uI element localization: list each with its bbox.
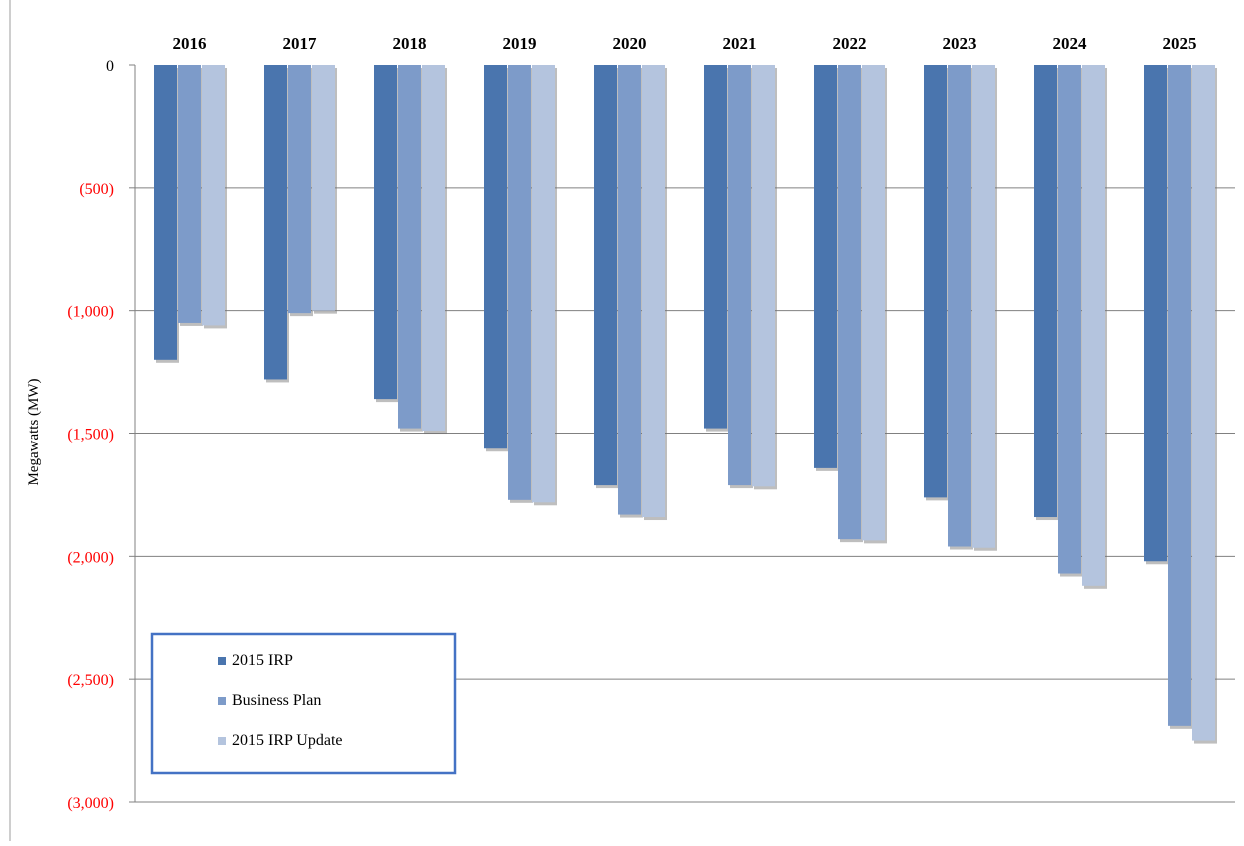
category-label: 2020	[613, 34, 647, 53]
bar	[1034, 65, 1057, 518]
bar	[704, 65, 727, 429]
bar	[264, 65, 287, 380]
legend-label: 2015 IRP	[232, 652, 293, 669]
bar	[752, 65, 775, 487]
bar	[374, 65, 397, 400]
bar	[398, 65, 421, 429]
bar	[178, 65, 201, 323]
legend: 2015 IRP Business Plan 2015 IRP Update	[150, 632, 457, 775]
y-tick-label: (500)	[79, 181, 114, 198]
bar	[508, 65, 531, 500]
legend-swatch	[218, 657, 226, 665]
bar	[948, 65, 971, 547]
category-label: 2025	[1163, 34, 1197, 53]
bar	[728, 65, 751, 486]
category-label: 2018	[393, 34, 427, 53]
bar	[422, 65, 445, 432]
legend-swatch	[218, 737, 226, 745]
bar	[202, 65, 225, 326]
bar	[924, 65, 947, 498]
y-tick-label: (1,000)	[67, 304, 114, 321]
bar	[1082, 65, 1105, 586]
category-label: 2016	[173, 34, 207, 53]
bar	[532, 65, 555, 503]
bar	[1058, 65, 1081, 574]
bar	[972, 65, 995, 548]
category-label: 2019	[503, 34, 537, 53]
bar	[642, 65, 665, 518]
legend-label: Business Plan	[232, 692, 321, 709]
bar	[312, 65, 335, 311]
category-label: 2022	[833, 34, 867, 53]
category-labels: 2016 2017 2018 2019 2020 2021 2022 2023 2024 2025	[173, 34, 1197, 53]
bar	[484, 65, 507, 449]
y-tick-label: (1,500)	[67, 427, 114, 444]
bar	[618, 65, 641, 515]
bar	[814, 65, 837, 468]
legend-swatch	[218, 697, 226, 705]
bar	[154, 65, 177, 360]
bars	[154, 65, 1217, 744]
bar	[594, 65, 617, 486]
bar	[838, 65, 861, 540]
category-label: 2024	[1053, 34, 1088, 53]
category-label: 2021	[723, 34, 757, 53]
bar	[1192, 65, 1215, 741]
category-label: 2017	[283, 34, 318, 53]
legend-items: 2015 IRP Business Plan 2015 IRP Update	[218, 652, 343, 749]
bar	[862, 65, 885, 541]
bar	[1168, 65, 1191, 726]
legend-box	[150, 632, 457, 775]
y-tick-label: (2,000)	[67, 549, 114, 566]
y-tick-labels: 0 (500) (1,000) (1,500) (2,000) (2,500) (3,000…	[67, 58, 114, 812]
y-tick-label: 0	[106, 58, 114, 75]
axes	[129, 64, 1235, 803]
y-axis-label: Megawatts (MW)	[26, 378, 42, 485]
category-label: 2023	[943, 34, 977, 53]
bar	[288, 65, 311, 314]
legend-label: 2015 IRP Update	[232, 732, 343, 749]
y-tick-label: (3,000)	[67, 795, 114, 812]
bar	[1144, 65, 1167, 562]
y-tick-label: (2,500)	[67, 672, 114, 689]
